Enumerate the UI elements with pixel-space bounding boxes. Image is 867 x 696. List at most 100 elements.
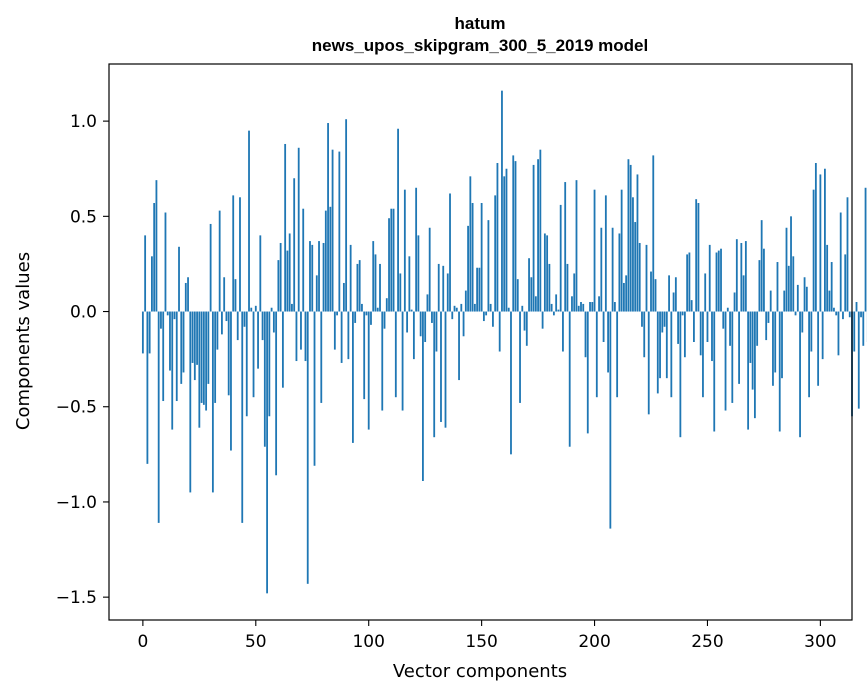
bar — [510, 311, 512, 455]
bar — [695, 199, 698, 312]
bar — [857, 311, 860, 409]
bar — [541, 311, 544, 329]
bar — [796, 284, 799, 312]
bar — [530, 277, 533, 312]
bar — [182, 311, 185, 373]
bar — [440, 311, 442, 422]
bar — [580, 302, 582, 312]
bar — [424, 311, 427, 342]
bar — [668, 275, 670, 312]
bar — [543, 233, 546, 312]
bar — [794, 311, 797, 316]
bar — [837, 311, 840, 356]
bar — [381, 311, 384, 411]
bar — [191, 311, 194, 363]
bar — [354, 311, 357, 323]
y-tick-label: 1.0 — [70, 112, 97, 132]
bar — [769, 290, 772, 312]
bar — [659, 311, 661, 379]
bar — [534, 296, 537, 312]
bar — [726, 307, 729, 312]
bar — [144, 235, 147, 312]
bar — [577, 305, 580, 312]
bar — [309, 241, 311, 312]
bar — [801, 311, 804, 333]
bar — [616, 311, 619, 398]
x-tick-label: 250 — [691, 632, 723, 652]
bar — [674, 277, 677, 312]
plot-frame — [108, 63, 853, 621]
bar — [814, 163, 817, 312]
chart-subtitle: news_upos_skipgram_300_5_2019 model — [312, 36, 648, 55]
bar — [270, 307, 273, 312]
bar — [376, 307, 379, 312]
bar — [643, 311, 646, 358]
bar — [744, 241, 747, 312]
bar — [778, 311, 781, 432]
bar — [272, 311, 275, 333]
bar — [365, 311, 368, 316]
bar — [263, 311, 266, 447]
bar — [564, 182, 567, 312]
bar — [860, 311, 862, 318]
bar — [401, 311, 404, 411]
bar — [817, 311, 820, 386]
bar — [681, 311, 684, 316]
bar — [783, 290, 786, 312]
bar — [207, 311, 210, 384]
bar — [216, 311, 219, 350]
bar — [388, 218, 390, 312]
bar — [322, 242, 325, 312]
bar — [478, 267, 481, 312]
bar — [833, 307, 835, 312]
bar — [532, 164, 535, 312]
bar — [198, 311, 201, 428]
bar — [602, 311, 605, 342]
bar — [706, 311, 709, 342]
y-axis-label: Components values — [13, 252, 34, 430]
bar — [803, 277, 806, 312]
bar — [437, 263, 440, 312]
bar — [627, 159, 630, 312]
bar — [232, 195, 235, 312]
bar — [575, 180, 578, 312]
bar — [584, 311, 587, 358]
bar — [347, 311, 350, 360]
bar — [747, 311, 750, 430]
bar — [767, 311, 770, 323]
bar — [342, 282, 345, 312]
bar — [160, 311, 162, 329]
bar — [363, 311, 366, 400]
bar — [494, 195, 497, 312]
bar — [196, 311, 198, 365]
bar — [505, 168, 508, 312]
bar — [729, 311, 731, 346]
bar — [853, 311, 856, 352]
bar — [525, 311, 528, 346]
bar — [250, 307, 253, 312]
bar — [523, 311, 526, 331]
bar — [507, 307, 510, 312]
bar — [753, 311, 756, 419]
bar — [670, 311, 673, 398]
bar — [464, 290, 467, 312]
bar — [453, 305, 456, 312]
bar — [455, 307, 458, 312]
bar — [842, 311, 844, 320]
bar — [697, 203, 700, 312]
bar — [187, 277, 189, 312]
bar — [555, 294, 558, 312]
y-tick-label: −1.5 — [56, 588, 97, 608]
bar — [498, 311, 501, 352]
bar — [503, 176, 506, 312]
bar — [313, 311, 316, 466]
bar — [422, 311, 424, 481]
bar — [641, 311, 643, 327]
bar — [284, 143, 287, 312]
bar — [225, 311, 228, 322]
bar — [297, 147, 300, 312]
bar — [336, 311, 338, 316]
bar — [731, 311, 734, 403]
bar — [469, 176, 472, 312]
bar — [175, 311, 178, 402]
